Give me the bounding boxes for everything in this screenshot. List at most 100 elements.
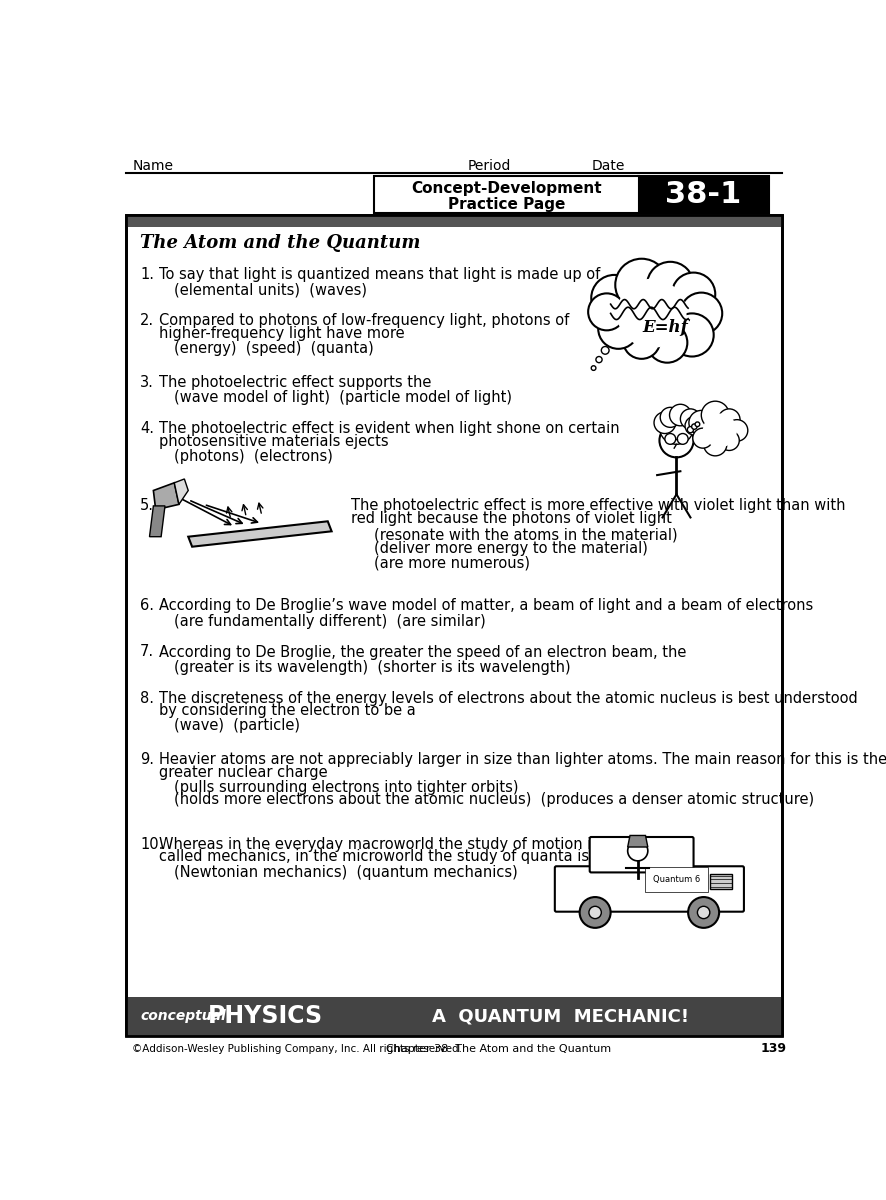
Circle shape [588,293,626,330]
Text: (Newtonian mechanics)  (quantum mechanics): (Newtonian mechanics) (quantum mechanics… [175,865,518,880]
Circle shape [719,431,739,450]
Text: 4.: 4. [140,421,154,437]
Text: greater nuclear charge: greater nuclear charge [159,764,328,780]
Circle shape [680,293,722,334]
Polygon shape [175,479,188,504]
Circle shape [591,275,638,322]
Text: photosensitive materials ejects: photosensitive materials ejects [159,433,388,449]
Text: conceptual: conceptual [140,1009,226,1024]
Circle shape [659,410,694,444]
Text: (greater is its wavelength)  (shorter is its wavelength): (greater is its wavelength) (shorter is … [175,660,571,674]
Text: Date: Date [591,158,625,173]
Circle shape [688,426,694,433]
Circle shape [659,424,694,457]
Circle shape [670,404,691,426]
Text: 1.: 1. [140,268,154,282]
Circle shape [654,412,676,433]
Circle shape [627,841,648,860]
FancyBboxPatch shape [590,838,694,872]
Text: (pulls surrounding electrons into tighter orbits): (pulls surrounding electrons into tighte… [175,780,519,796]
Text: Chapter 38  The Atom and the Quantum: Chapter 38 The Atom and the Quantum [385,1044,610,1054]
Circle shape [727,420,748,442]
Text: (wave)  (particle): (wave) (particle) [175,719,300,733]
Text: 9.: 9. [140,752,154,767]
Text: (are more numerous): (are more numerous) [374,556,530,570]
Text: Concept-Development: Concept-Development [411,181,602,196]
Text: Period: Period [467,158,510,173]
Text: (resonate with the atoms in the material): (resonate with the atoms in the material… [374,528,678,542]
Circle shape [591,366,596,371]
Text: 10.: 10. [140,838,164,852]
Text: 8.: 8. [140,691,154,706]
Text: The discreteness of the energy levels of electrons about the atomic nucleus is b: The discreteness of the energy levels of… [159,691,858,706]
Text: (photons)  (electrons): (photons) (electrons) [175,449,333,464]
Text: 6.: 6. [140,599,154,613]
Text: Practice Page: Practice Page [448,197,565,211]
Text: (elemental units)  (waves): (elemental units) (waves) [175,282,368,298]
Circle shape [623,322,660,359]
Text: red light because the photons of violet light: red light because the photons of violet … [351,510,672,526]
Polygon shape [153,482,179,510]
Circle shape [579,898,610,928]
Circle shape [596,356,602,362]
FancyBboxPatch shape [638,176,770,214]
Circle shape [602,347,609,354]
Text: 5.: 5. [140,498,154,514]
Polygon shape [627,835,648,847]
Circle shape [692,424,697,430]
Text: The Atom and the Quantum: The Atom and the Quantum [140,234,421,252]
Circle shape [697,906,710,919]
Text: (energy)  (speed)  (quanta): (energy) (speed) (quanta) [175,341,374,356]
Text: (holds more electrons about the atomic nucleus)  (produces a denser atomic struc: (holds more electrons about the atomic n… [175,792,814,808]
Text: ©Addison-Wesley Publishing Company, Inc. All rights reserved.: ©Addison-Wesley Publishing Company, Inc.… [132,1044,462,1054]
Text: A  QUANTUM  MECHANIC!: A QUANTUM MECHANIC! [431,1008,688,1026]
Text: Heavier atoms are not appreciably larger in size than lighter atoms. The main re: Heavier atoms are not appreciably larger… [159,752,886,767]
Text: PHYSICS: PHYSICS [207,1004,323,1028]
Circle shape [703,433,727,456]
Circle shape [672,272,715,316]
Text: called mechanics, in the microworld the study of quanta is called: called mechanics, in the microworld the … [159,850,637,864]
Text: (are fundamentally different)  (are similar): (are fundamentally different) (are simil… [175,613,486,629]
Circle shape [671,313,714,356]
Text: 7.: 7. [140,644,154,660]
Circle shape [647,262,694,308]
Text: by considering the electron to be a: by considering the electron to be a [159,703,416,718]
FancyBboxPatch shape [374,176,640,214]
Polygon shape [150,506,165,536]
Circle shape [589,906,602,919]
Circle shape [702,401,729,428]
Circle shape [617,278,687,348]
FancyBboxPatch shape [126,215,782,227]
Text: Compared to photons of low-frequency light, photons of: Compared to photons of low-frequency lig… [159,313,569,329]
Circle shape [660,407,680,427]
Circle shape [689,410,714,436]
Text: According to De Broglie, the greater the speed of an electron beam, the: According to De Broglie, the greater the… [159,644,686,660]
Text: The photoelectric effect is evident when light shone on certain: The photoelectric effect is evident when… [159,421,619,437]
Text: Quantum 6: Quantum 6 [653,875,700,884]
Text: E=hf: E=hf [642,319,688,336]
Circle shape [703,414,737,448]
Circle shape [598,308,639,349]
Text: 2.: 2. [140,313,154,329]
Text: higher-frequency light have more: higher-frequency light have more [159,325,404,341]
Circle shape [688,898,719,928]
Text: The photoelectric effect supports the: The photoelectric effect supports the [159,374,431,390]
FancyBboxPatch shape [710,874,732,889]
Text: Name: Name [132,158,174,173]
Polygon shape [188,521,331,547]
Circle shape [677,433,688,444]
Text: 139: 139 [760,1043,787,1055]
Text: 38-1: 38-1 [665,180,742,209]
Circle shape [719,409,740,431]
Text: 3.: 3. [140,374,154,390]
Circle shape [680,409,701,428]
Text: (deliver more energy to the material): (deliver more energy to the material) [374,541,649,557]
FancyBboxPatch shape [126,215,782,1034]
Text: To say that light is quantized means that light is made up of: To say that light is quantized means tha… [159,268,600,282]
Circle shape [693,428,713,448]
FancyBboxPatch shape [126,997,782,1036]
Text: Whereas in the everyday macroworld the study of motion is: Whereas in the everyday macroworld the s… [159,838,599,852]
Circle shape [685,416,703,436]
Circle shape [664,433,676,444]
Circle shape [696,422,700,426]
